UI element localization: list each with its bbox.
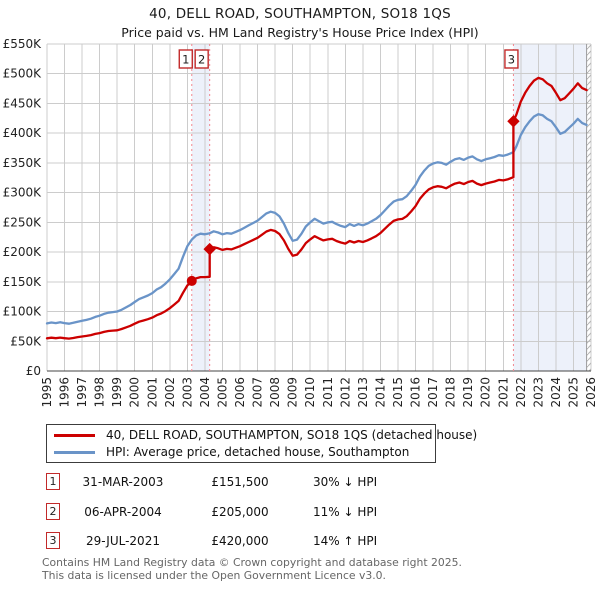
y-tick-label: £250K [3,215,43,229]
y-tick-label: £350K [3,156,43,170]
y-tick-label: £50K [10,334,42,348]
x-tick-label: 2025 [566,377,580,408]
hpi-series-line [45,113,588,325]
x-tick-label: 2000 [128,377,142,408]
x-tick-label: 2010 [303,377,317,408]
legend-entry-hpi: HPI: Average price, detached house, Sout… [54,445,435,459]
x-tick-label: 2012 [338,377,352,408]
x-tick-label: 2024 [549,377,563,408]
x-tick-label: 2002 [163,377,177,408]
x-tick-label: 2013 [356,377,370,408]
legend-entry-property: 40, DELL ROAD, SOUTHAMPTON, SO18 1QS (de… [54,428,477,442]
y-tick-label: £500K [3,67,43,81]
copyright-footer: Contains HM Land Registry data © Crown c… [42,556,462,582]
x-tick-label: 2022 [514,377,528,408]
sale-table-row-3: 3 29-JUL-2021 £420,000 14% ↑ HPI [0,532,600,550]
x-tick-label: 2009 [286,377,300,408]
x-tick-label: 2019 [461,377,475,408]
legend-label-hpi: HPI: Average price, detached house, Sout… [106,445,410,459]
sale-3-badge: 3 [46,532,60,549]
y-tick-label: £400K [3,126,43,140]
x-tick-label: 2011 [321,377,335,408]
sale-3-chart-badge [504,49,519,69]
sale-1-badge: 1 [46,473,60,490]
y-tick-label: £0 [26,364,41,378]
x-tick-label: 1999 [110,377,124,408]
sale-2-badge: 2 [46,503,60,520]
price-chart: 1 2 3 £0 £50K £100K £150K £200K £250K £300K £350K £… [3,37,598,408]
sale-3-hpi-relation: 14% ↑ HPI [313,534,378,548]
sale-2-chart-badge-number: 2 [198,53,205,67]
property-series-line [45,76,588,340]
sale-1-chart-badge [178,49,193,69]
sale-3-chart-badge-number: 3 [508,53,515,67]
chart-title: 40, DELL ROAD, SOUTHAMPTON, SO18 1QS [149,6,451,22]
sale-2-chart-badge [194,49,209,69]
x-tick-label: 2026 [584,377,598,408]
sale-2-hpi-relation: 11% ↓ HPI [313,505,378,519]
y-tick-label: £550K [3,37,43,51]
sale-table-row-1: 1 31-MAR-2003 £151,500 30% ↓ HPI [0,473,600,491]
sale-3-marker [507,115,520,128]
x-tick-label: 2007 [251,377,265,408]
sale-2-date: 06-APR-2004 [84,505,162,519]
sale-1-price: £151,500 [211,475,269,489]
x-tick-label: 2015 [391,377,405,408]
sale-1-hpi-relation: 30% ↓ HPI [313,475,378,489]
sale-1-date: 31-MAR-2003 [82,475,164,489]
x-tick-label: 2020 [479,377,493,408]
x-tick-label: 2005 [215,377,229,408]
x-tick-label: 2006 [233,377,247,408]
y-tick-label: £100K [3,305,43,319]
x-tick-label: 1997 [75,377,89,408]
sale-2-price: £205,000 [211,505,269,519]
x-tick-label: 2018 [444,377,458,408]
x-tick-label: 2004 [198,377,212,408]
x-tick-label: 2017 [426,377,440,408]
legend-box: 40, DELL ROAD, SOUTHAMPTON, SO18 1QS (de… [46,424,477,463]
x-tick-label: 2001 [145,377,159,408]
chart-subtitle: Price paid vs. HM Land Registry's House … [121,25,479,40]
legend-label-property: 40, DELL ROAD, SOUTHAMPTON, SO18 1QS (de… [106,428,478,442]
y-tick-label: £450K [3,96,43,110]
future-hatch-band [586,44,591,371]
x-tick-label: 2003 [180,377,194,408]
x-tick-label: 1995 [40,377,54,408]
x-tick-label: 2008 [268,377,282,408]
y-tick-label: £150K [3,275,43,289]
shaded-band-1 [191,44,210,371]
y-tick-label: £300K [3,186,43,200]
x-tick-label: 2021 [496,377,510,408]
x-tick-label: 2014 [373,377,387,408]
sale-1-marker [186,275,197,286]
x-tick-label: 2016 [409,377,423,408]
sale-3-price: £420,000 [211,534,269,548]
sale-1-chart-badge-number: 1 [182,53,189,67]
sale-3-date: 29-JUL-2021 [86,534,160,548]
x-tick-label: 2023 [531,377,545,408]
sale-table-row-2: 2 06-APR-2004 £205,000 11% ↓ HPI [0,503,600,521]
x-tick-label: 1996 [58,377,72,408]
hpi-line-swatch [54,450,95,454]
footer-line-2: This data is licensed under the Open Gov… [42,568,386,582]
property-line-swatch [54,433,95,437]
sale-2-marker [203,242,216,256]
footer-line-1: Contains HM Land Registry data © Crown c… [42,556,462,569]
shaded-band-2 [513,44,587,371]
gridlines [46,43,592,372]
y-tick-label: £200K [3,245,43,259]
x-tick-label: 1998 [93,377,107,408]
